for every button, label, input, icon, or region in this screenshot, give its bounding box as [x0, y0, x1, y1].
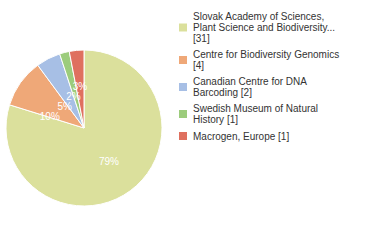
svg-text:Slovak Academy of Sciences,: Slovak Academy of Sciences, [193, 11, 327, 22]
svg-text:Plant Science and Biodiversity: Plant Science and Biodiversity... [193, 22, 338, 33]
svg-text:Centre for Biodiversity Genomi: Centre for Biodiversity Genomics [193, 49, 342, 60]
svg-text:History [1]: History [1] [193, 114, 238, 125]
svg-text:Macrogen, Europe [1]: Macrogen, Europe [1] [193, 131, 289, 142]
svg-text:3%: 3% [73, 81, 88, 92]
svg-text:Swedish Museum of Natural: Swedish Museum of Natural [193, 103, 321, 114]
svg-text:Canadian Centre for DNA: Canadian Centre for DNA [193, 76, 309, 87]
svg-text:[4]: [4] [193, 60, 204, 71]
svg-text:5%: 5% [58, 101, 73, 112]
svg-text:Barcoding [2]: Barcoding [2] [193, 87, 252, 98]
svg-text:[31]: [31] [193, 33, 210, 44]
svg-text:10%: 10% [40, 111, 60, 122]
svg-text:79%: 79% [99, 156, 119, 167]
svg-text:2%: 2% [66, 91, 81, 102]
